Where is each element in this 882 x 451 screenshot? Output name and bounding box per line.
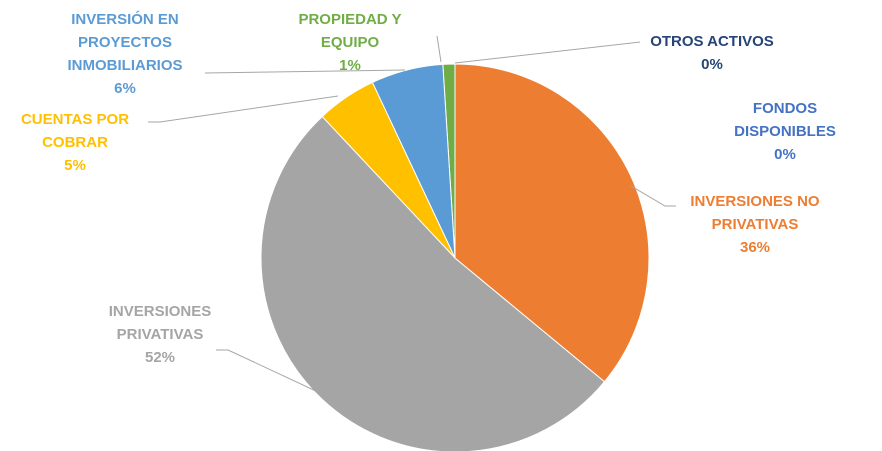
leader-line	[630, 185, 676, 207]
value-label: 52%	[144, 349, 176, 366]
value-label: 36%	[739, 239, 771, 256]
data-label: INVERSIONES NO PRIVATIVAS 36%	[670, 190, 840, 259]
pie-slice	[454, 63, 650, 383]
category-label: INVERSIONES PRIVATIVAS	[108, 303, 212, 343]
leader-line	[216, 349, 319, 393]
value-label: 6%	[114, 80, 136, 97]
value-label: 0%	[774, 146, 796, 163]
category-label: CUENTAS POR COBRAR	[20, 111, 130, 151]
value-label: 1%	[339, 57, 361, 74]
pie-slice	[260, 115, 606, 451]
value-label: 0%	[701, 56, 723, 73]
category-label: PROPIEDAD Y EQUIPO	[298, 11, 402, 51]
value-label: 5%	[64, 157, 86, 174]
data-label: INVERSIÓN EN PROYECTOS INMOBILIARIOS 6%	[45, 8, 205, 100]
leader-line	[148, 95, 339, 123]
category-label: INVERSIÓN EN PROYECTOS INMOBILIARIOS	[67, 11, 183, 74]
leader-line	[454, 41, 641, 64]
category-label: INVERSIONES NO PRIVATIVAS	[690, 193, 820, 233]
category-label: OTROS ACTIVOS	[650, 33, 774, 50]
data-label: INVERSIONES PRIVATIVAS 52%	[90, 300, 230, 369]
leader-line	[204, 69, 406, 74]
category-label: FONDOS DISPONIBLES	[734, 100, 836, 140]
data-label: PROPIEDAD Y EQUIPO 1%	[295, 8, 405, 77]
data-label: FONDOS DISPONIBLES 0%	[725, 97, 845, 166]
leader-line	[436, 35, 442, 63]
data-label: CUENTAS POR COBRAR 5%	[0, 108, 150, 177]
data-label: OTROS ACTIVOS 0%	[627, 30, 797, 76]
